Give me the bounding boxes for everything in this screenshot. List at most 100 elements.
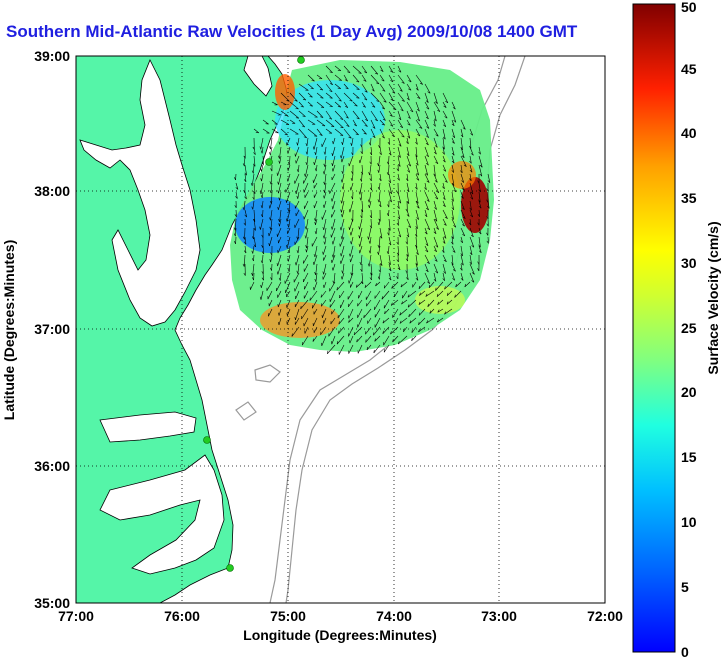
velocity-arrow bbox=[365, 290, 372, 300]
velocity-arrow bbox=[359, 182, 363, 195]
velocity-arrow bbox=[348, 308, 354, 319]
velocity-arrow bbox=[424, 173, 430, 183]
velocity-arrow-head bbox=[340, 227, 342, 231]
velocity-arrow bbox=[277, 254, 282, 267]
velocity-arrow bbox=[278, 236, 282, 244]
velocity-arrow bbox=[415, 128, 421, 137]
velocity-arrow-head bbox=[250, 182, 253, 186]
velocity-arrow-head bbox=[269, 217, 271, 221]
velocity-arrow bbox=[442, 218, 447, 226]
velocity-arrow-head bbox=[371, 89, 375, 92]
velocity-arrow-head bbox=[408, 80, 412, 83]
velocity-arrow bbox=[374, 299, 381, 310]
velocity-arrow-head bbox=[397, 216, 400, 220]
velocity-arrow bbox=[280, 128, 288, 136]
velocity-arrow-head bbox=[323, 151, 326, 155]
velocity-arrow bbox=[297, 263, 300, 274]
velocity-arrow bbox=[261, 191, 264, 199]
velocity-arrow-head bbox=[296, 250, 299, 254]
velocity-arrow bbox=[338, 326, 345, 334]
velocity-arrow-head bbox=[285, 199, 287, 203]
colorbar-label: Surface Velocity (cm/s) bbox=[705, 221, 721, 374]
velocity-arrow-head bbox=[446, 301, 449, 305]
velocity-arrow bbox=[338, 317, 345, 325]
velocity-arrow bbox=[469, 146, 474, 156]
colorbar-tick-label: 30 bbox=[681, 255, 697, 271]
velocity-arrow bbox=[279, 155, 282, 164]
velocity-arrow bbox=[262, 128, 270, 134]
velocity-arrow-head bbox=[235, 196, 238, 199]
velocity-arrow bbox=[268, 299, 273, 307]
velocity-arrow bbox=[442, 128, 446, 140]
velocity-arrow bbox=[442, 182, 445, 189]
velocity-arrow bbox=[451, 254, 454, 265]
velocity-arrow bbox=[451, 272, 456, 281]
velocity-arrow bbox=[260, 281, 264, 288]
velocity-arrow-head bbox=[356, 88, 360, 90]
velocity-arrow bbox=[357, 317, 363, 328]
velocity-arrow-head bbox=[349, 100, 353, 102]
velocity-arrow bbox=[363, 308, 372, 319]
velocity-arrow bbox=[294, 281, 300, 292]
velocity-arrow-head bbox=[305, 245, 307, 249]
velocity-arrow bbox=[268, 227, 273, 237]
velocity-arrow bbox=[271, 128, 279, 134]
velocity-arrow-head bbox=[233, 233, 236, 237]
velocity-arrow bbox=[406, 128, 411, 139]
velocity-arrow-head bbox=[433, 124, 436, 127]
velocity-arrow bbox=[451, 101, 456, 110]
velocity-arrow-head bbox=[278, 197, 280, 201]
velocity-arrow bbox=[379, 254, 383, 266]
velocity-arrow bbox=[415, 272, 419, 281]
velocity-arrow-head bbox=[340, 134, 344, 136]
velocity-arrow bbox=[478, 245, 482, 253]
velocity-arrow bbox=[388, 83, 396, 94]
velocity-arrow bbox=[388, 101, 397, 110]
velocity-arrow-head bbox=[434, 207, 437, 210]
velocity-arrow bbox=[451, 218, 457, 228]
velocity-arrow bbox=[270, 146, 273, 156]
velocity-arrow bbox=[286, 236, 291, 249]
velocity-arrow bbox=[361, 164, 363, 175]
velocity-arrow-head bbox=[433, 151, 437, 155]
x-axis-label: Longitude (Degrees:Minutes) bbox=[243, 627, 437, 643]
velocity-arrow bbox=[343, 65, 351, 73]
velocity-arrow bbox=[433, 254, 438, 262]
velocity-arrow-head bbox=[276, 271, 279, 275]
velocity-arrow bbox=[412, 281, 417, 288]
velocity-arrow bbox=[451, 182, 457, 193]
velocity-arrow-head bbox=[427, 227, 430, 231]
velocity-arrow bbox=[369, 164, 372, 176]
velocity-arrow-head bbox=[268, 243, 270, 247]
velocity-arrow bbox=[424, 164, 429, 176]
velocity-arrow-head bbox=[434, 218, 438, 222]
velocity-arrow-head bbox=[319, 88, 323, 91]
velocity-arrow-head bbox=[377, 251, 379, 255]
velocity-arrow bbox=[303, 317, 309, 327]
velocity-arrow-head bbox=[419, 292, 421, 296]
velocity-arrow bbox=[433, 173, 438, 183]
velocity-arrow bbox=[370, 137, 372, 146]
velocity-arrow-head bbox=[331, 125, 335, 127]
velocity-arrow bbox=[361, 92, 368, 101]
velocity-arrow bbox=[324, 146, 327, 155]
velocity-arrow bbox=[280, 119, 290, 125]
velocity-arrow-head bbox=[487, 180, 491, 183]
velocity-arrow bbox=[291, 326, 300, 337]
velocity-arrow bbox=[379, 65, 384, 72]
velocity-arrow bbox=[460, 191, 464, 199]
velocity-arrow-head bbox=[243, 222, 246, 226]
velocity-arrow bbox=[460, 173, 465, 183]
velocity-arrow-head bbox=[341, 214, 343, 218]
velocity-arrow-head bbox=[345, 116, 349, 119]
velocity-arrow-head bbox=[399, 312, 402, 316]
velocity-arrow bbox=[304, 200, 309, 209]
velocity-arrow bbox=[252, 200, 255, 210]
colorbar-tick-label: 0 bbox=[681, 644, 689, 659]
velocity-arrow-head bbox=[359, 261, 362, 265]
velocity-arrow bbox=[403, 326, 408, 333]
velocity-arrow bbox=[359, 155, 363, 164]
velocity-arrow bbox=[406, 83, 412, 91]
velocity-arrow-head bbox=[435, 101, 438, 104]
velocity-arrow bbox=[379, 110, 386, 121]
